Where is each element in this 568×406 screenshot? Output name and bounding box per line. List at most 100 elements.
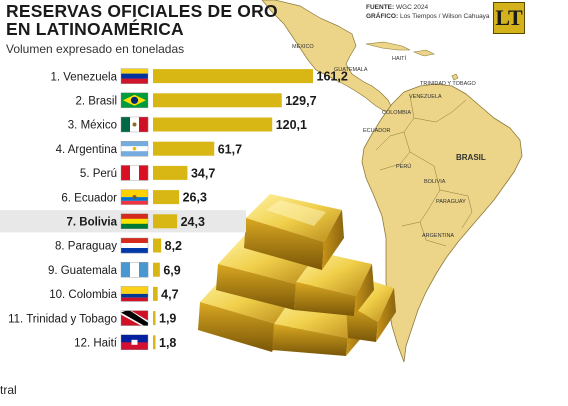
haiti-flag-icon-border bbox=[120, 334, 149, 350]
category-label: 10. Colombia bbox=[49, 289, 117, 301]
value-label: 4,7 bbox=[161, 288, 178, 302]
peru-flag-icon-stripe bbox=[130, 165, 140, 181]
peru-flag-icon-stripe bbox=[139, 165, 149, 181]
bolivia-flag-icon-stripe bbox=[121, 223, 148, 229]
bolivia-flag-icon-stripe bbox=[121, 213, 148, 219]
map-cuba bbox=[365, 41, 411, 51]
gold-reserves-chart: 1. Venezuela 161,2 2. Brasil 129,7 3. México… bbox=[0, 68, 348, 350]
map-label-brasil: BRASIL bbox=[456, 153, 486, 162]
data-bar bbox=[153, 141, 215, 156]
mexico-flag-icon-stripe bbox=[121, 117, 131, 132]
category-label: 2. Brasil bbox=[75, 96, 117, 108]
source-label: FUENTE: bbox=[366, 4, 395, 11]
guatemala-flag-icon-stripe bbox=[139, 262, 149, 278]
data-bar bbox=[153, 311, 156, 326]
source-value: WGC 2024 bbox=[395, 4, 429, 11]
value-label: 1,9 bbox=[159, 312, 176, 326]
value-label: 129,7 bbox=[285, 94, 316, 108]
colombia-flag-icon-stripe bbox=[121, 297, 148, 302]
chart-row: 5. Perú 34,7 bbox=[80, 165, 215, 181]
argentina-flag-icon bbox=[120, 140, 149, 157]
brazil-flag-icon-border bbox=[120, 92, 149, 108]
value-label: 26,3 bbox=[183, 191, 207, 205]
paraguay-flag-icon-stripe bbox=[121, 243, 148, 249]
category-label: 5. Perú bbox=[80, 168, 117, 180]
gold-bar bbox=[244, 194, 344, 270]
colombia-flag-icon-stripe bbox=[121, 293, 148, 298]
value-label: 8,2 bbox=[165, 239, 182, 253]
peru-flag-icon-stripe bbox=[121, 165, 131, 181]
haiti-flag-icon-emblem bbox=[131, 339, 138, 345]
map-hispaniola bbox=[412, 49, 435, 57]
venezuela-flag-icon-stripe bbox=[121, 73, 148, 79]
paraguay-flag-icon-stripe bbox=[121, 248, 148, 254]
source-credit: FUENTE: WGC 2024 bbox=[366, 4, 428, 11]
bolivia-flag-icon-stripe bbox=[121, 218, 148, 224]
chart-row: 10. Colombia 4,7 bbox=[49, 286, 179, 302]
chart-row: 8. Paraguay 8,2 bbox=[55, 237, 182, 254]
map-labels: MÉXICO GUATEMALA HAITÍ TRINIDAD Y TOBAGO… bbox=[292, 43, 486, 239]
guatemala-flag-icon-stripe bbox=[121, 262, 131, 278]
page-title-line1: RESERVAS OFICIALES DE ORO bbox=[6, 1, 278, 21]
value-label: 24,3 bbox=[181, 215, 205, 229]
value-label: 6,9 bbox=[163, 263, 180, 277]
data-bar bbox=[153, 286, 158, 301]
graphic-credit: GRÁFICO: Los Tiempos / Wilson Cahuaya bbox=[366, 13, 490, 20]
venezuela-flag-icon bbox=[120, 68, 149, 84]
chart-row: 12. Haití 1,8 bbox=[74, 334, 176, 350]
data-bar bbox=[153, 165, 188, 180]
ecuador-flag-icon-stripe bbox=[121, 200, 148, 205]
map-label-colombia: COLOMBIA bbox=[382, 110, 411, 116]
map-label-haiti: HAITÍ bbox=[392, 55, 407, 62]
map-trinidad bbox=[451, 73, 459, 81]
category-label: 11. Trinidad y Tobago bbox=[8, 313, 117, 325]
trinidad-and-tobago-flag-icon-band bbox=[121, 310, 148, 326]
colombia-flag-icon-border bbox=[120, 286, 149, 302]
chart-row: 7. Bolivia 24,3 bbox=[0, 210, 246, 233]
map-label-paraguay: PARAGUAY bbox=[436, 199, 466, 205]
argentina-flag-icon-sun bbox=[132, 146, 137, 151]
guatemala-flag-icon-stripe bbox=[130, 262, 140, 278]
mexico-flag-icon-emblem bbox=[132, 122, 137, 127]
venezuela-flag-icon-stripe bbox=[121, 68, 148, 74]
map-label-guatemala: GUATEMALA bbox=[334, 67, 368, 73]
venezuela-flag-icon-stripe bbox=[121, 78, 148, 84]
data-bar bbox=[153, 335, 156, 350]
category-label: 12. Haití bbox=[74, 338, 118, 350]
brazil-flag-icon bbox=[120, 92, 149, 108]
category-label: 7. Bolivia bbox=[67, 217, 118, 229]
value-label: 161,2 bbox=[317, 70, 348, 84]
category-label: 6. Ecuador bbox=[61, 192, 117, 204]
data-bar bbox=[153, 190, 180, 205]
map-label-venezuela: VENEZUELA bbox=[409, 94, 442, 100]
map-landmass bbox=[261, 0, 523, 363]
bolivia-flag-icon-border bbox=[120, 213, 149, 230]
peru-flag-icon bbox=[120, 165, 149, 181]
map-south-america bbox=[361, 83, 523, 363]
map-mexico-central-america bbox=[261, 0, 393, 113]
trinidad-and-tobago-flag-icon bbox=[120, 310, 149, 326]
mexico-flag-icon-stripe bbox=[139, 117, 149, 132]
brazil-flag-icon-globe bbox=[130, 96, 139, 104]
ecuador-flag-icon-stripe bbox=[121, 189, 148, 198]
map-label-peru: PERÚ bbox=[396, 163, 411, 170]
mexico-flag-icon-border bbox=[120, 116, 149, 133]
colombia-flag-icon-stripe bbox=[121, 286, 148, 294]
chart-row: 6. Ecuador 26,3 bbox=[61, 189, 207, 205]
trinidad-and-tobago-flag-icon-border bbox=[120, 310, 149, 326]
peru-flag-icon-border bbox=[120, 165, 149, 181]
argentina-flag-icon-stripe bbox=[121, 141, 148, 147]
chart-row: 3. México 120,1 bbox=[68, 116, 307, 133]
data-bar bbox=[153, 117, 273, 132]
value-label: 1,8 bbox=[159, 336, 176, 350]
page-subtitle: Volumen expresado en toneladas bbox=[6, 42, 185, 56]
map-borders bbox=[375, 95, 473, 247]
argentina-flag-icon-border bbox=[120, 140, 149, 157]
guatemala-flag-icon-border bbox=[120, 261, 149, 278]
ecuador-flag-icon-emblem bbox=[132, 195, 137, 200]
venezuela-flag-icon-border bbox=[120, 68, 149, 84]
ecuador-flag-icon-border bbox=[120, 189, 149, 205]
chart-row: 1. Venezuela 161,2 bbox=[50, 68, 348, 84]
category-label: 9. Guatemala bbox=[48, 265, 118, 277]
